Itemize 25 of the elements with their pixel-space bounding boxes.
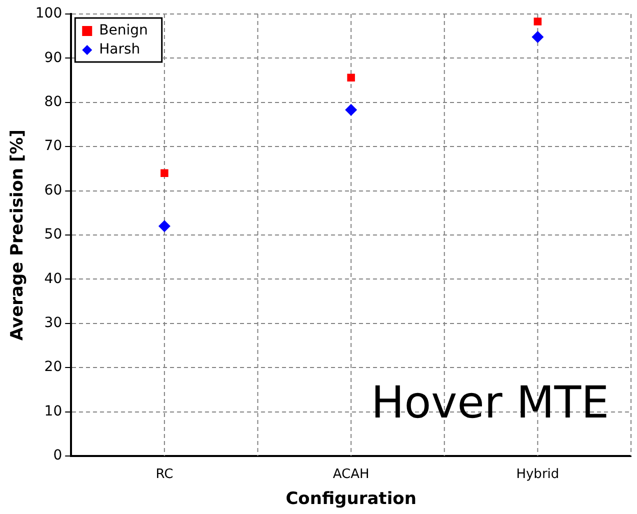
x-tick-label: RC [156,467,174,482]
y-tick-label: 100 [35,6,62,22]
point [534,18,542,26]
x-tick-label: ACAH [332,467,370,482]
y-tick-label: 50 [44,226,62,243]
y-tick-label: 40 [44,270,62,287]
legend-label: Benign [99,22,148,39]
point [345,104,358,116]
y-tick-label: 70 [44,138,62,154]
y-tick-label: 60 [44,182,62,198]
y-tick-label: 0 [53,448,62,464]
point [158,220,170,232]
point [160,169,168,178]
annotation: Hover MTE [371,377,609,428]
x-axis-title: Configuration [286,489,416,510]
y-tick-label: 10 [44,403,62,420]
point [347,74,355,82]
y-tick-label: 80 [44,94,62,110]
y-tick-label: 90 [44,50,62,66]
x-tick-label: Hybrid [516,467,560,482]
y-tick-label: 20 [44,359,62,376]
y-axis-title: Average Precision [%] [8,129,28,341]
y-tick-label: 30 [44,315,62,332]
legend-label: Harsh [99,42,140,58]
point [532,30,544,43]
